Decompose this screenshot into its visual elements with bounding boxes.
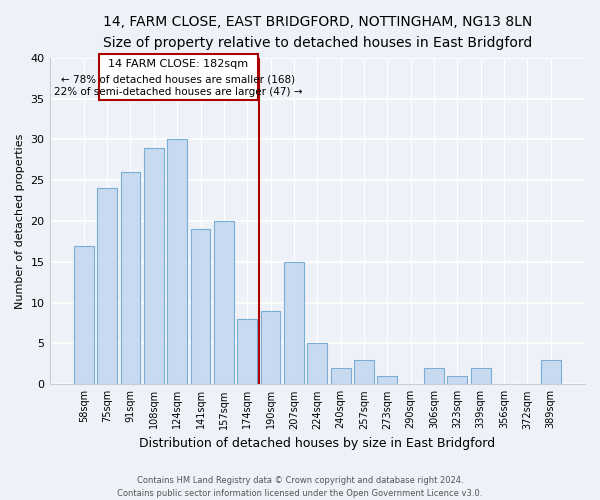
Bar <box>471 368 491 384</box>
Bar <box>99 54 258 100</box>
Bar <box>448 376 467 384</box>
Y-axis label: Number of detached properties: Number of detached properties <box>15 134 25 308</box>
Bar <box>167 140 187 384</box>
Bar <box>260 311 280 384</box>
Bar <box>541 360 560 384</box>
Text: ← 78% of detached houses are smaller (168): ← 78% of detached houses are smaller (16… <box>61 74 295 84</box>
Text: 14 FARM CLOSE: 182sqm: 14 FARM CLOSE: 182sqm <box>108 60 248 70</box>
Text: 22% of semi-detached houses are larger (47) →: 22% of semi-detached houses are larger (… <box>54 87 302 97</box>
Bar <box>354 360 374 384</box>
Title: 14, FARM CLOSE, EAST BRIDGFORD, NOTTINGHAM, NG13 8LN
Size of property relative t: 14, FARM CLOSE, EAST BRIDGFORD, NOTTINGH… <box>103 15 532 50</box>
Bar <box>307 344 327 384</box>
Bar <box>377 376 397 384</box>
Bar <box>424 368 444 384</box>
Bar <box>238 319 257 384</box>
Bar <box>144 148 164 384</box>
Bar <box>74 246 94 384</box>
Bar <box>97 188 117 384</box>
Text: Contains HM Land Registry data © Crown copyright and database right 2024.
Contai: Contains HM Land Registry data © Crown c… <box>118 476 482 498</box>
Bar <box>284 262 304 384</box>
Bar <box>191 229 211 384</box>
Bar <box>121 172 140 384</box>
Bar <box>214 221 234 384</box>
Bar <box>331 368 350 384</box>
X-axis label: Distribution of detached houses by size in East Bridgford: Distribution of detached houses by size … <box>139 437 496 450</box>
